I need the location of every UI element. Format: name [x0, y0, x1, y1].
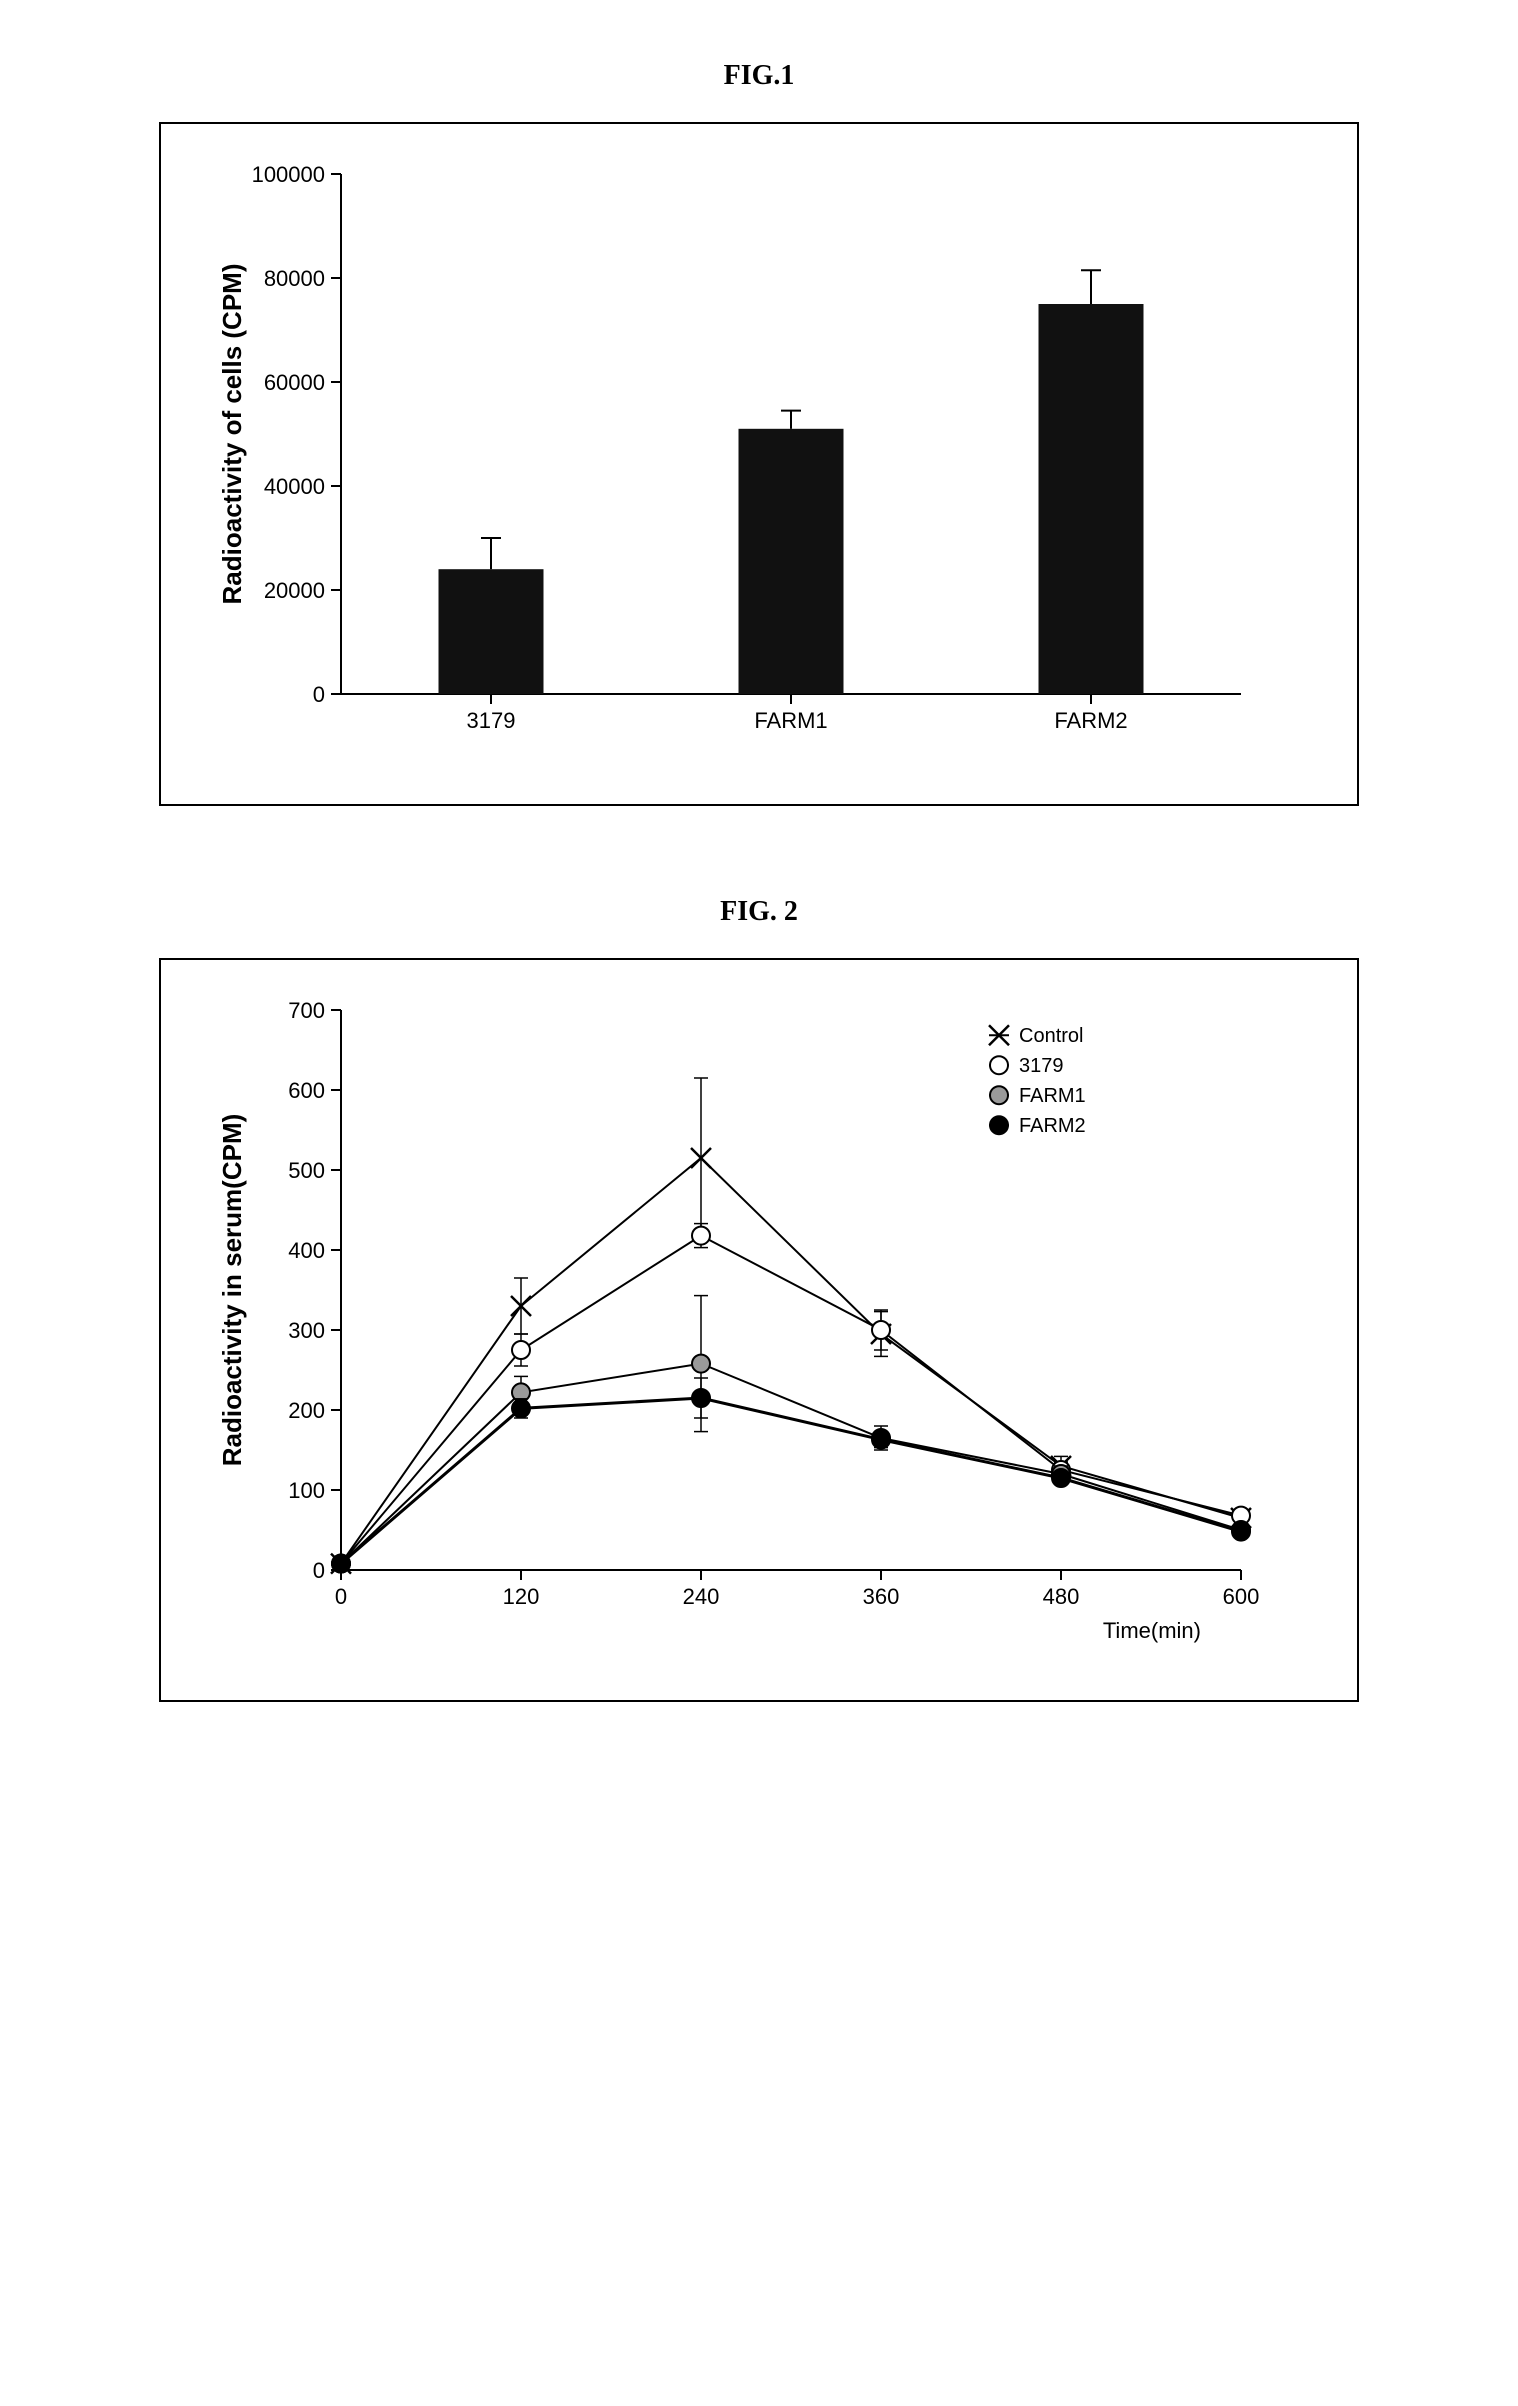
fig2-chart: 0 100 200 300 400 500 600 700 0 120 240 360 480 600 Ra…	[201, 990, 1317, 1660]
svg-text:0: 0	[313, 1558, 325, 1583]
svg-text:Time(min): Time(min)	[1103, 1618, 1201, 1643]
svg-text:FARM1: FARM1	[754, 708, 827, 733]
fig1-title: FIG.1	[40, 60, 1478, 92]
svg-text:0: 0	[335, 1584, 347, 1609]
svg-text:600: 600	[1223, 1584, 1260, 1609]
svg-text:100000: 100000	[252, 162, 325, 187]
svg-text:300: 300	[288, 1318, 325, 1343]
svg-text:FARM1: FARM1	[1019, 1085, 1086, 1107]
fig1-svg: 0 20000 40000 60000 80000 100000 Radioactivity…	[201, 154, 1271, 764]
svg-text:20000: 20000	[264, 578, 325, 603]
svg-text:240: 240	[683, 1584, 720, 1609]
svg-text:Radioactivity in serum(CPM): Radioactivity in serum(CPM)	[217, 1114, 247, 1467]
fig2-box: 0 100 200 300 400 500 600 700 0 120 240 360 480 600 Ra…	[159, 958, 1359, 1702]
fig1-chart: 0 20000 40000 60000 80000 100000 Radioactivity…	[201, 154, 1317, 764]
svg-text:0: 0	[313, 682, 325, 707]
svg-text:60000: 60000	[264, 370, 325, 395]
fig2-svg: 0 100 200 300 400 500 600 700 0 120 240 360 480 600 Ra…	[201, 990, 1291, 1660]
svg-text:3179: 3179	[467, 708, 516, 733]
svg-text:FARM2: FARM2	[1054, 708, 1127, 733]
svg-text:500: 500	[288, 1158, 325, 1183]
svg-text:80000: 80000	[264, 266, 325, 291]
svg-text:3179: 3179	[1019, 1055, 1064, 1077]
svg-text:120: 120	[503, 1584, 540, 1609]
svg-text:360: 360	[863, 1584, 900, 1609]
svg-text:600: 600	[288, 1078, 325, 1103]
svg-text:480: 480	[1043, 1584, 1080, 1609]
fig2-title: FIG. 2	[40, 896, 1478, 928]
svg-text:700: 700	[288, 998, 325, 1023]
svg-text:Radioactivity of cells (CPM): Radioactivity of cells (CPM)	[217, 264, 247, 605]
svg-text:400: 400	[288, 1238, 325, 1263]
svg-text:FARM2: FARM2	[1019, 1115, 1086, 1137]
svg-text:Control: Control	[1019, 1025, 1083, 1047]
fig1-box: 0 20000 40000 60000 80000 100000 Radioactivity…	[159, 122, 1359, 806]
svg-text:200: 200	[288, 1398, 325, 1423]
svg-text:100: 100	[288, 1478, 325, 1503]
svg-text:40000: 40000	[264, 474, 325, 499]
